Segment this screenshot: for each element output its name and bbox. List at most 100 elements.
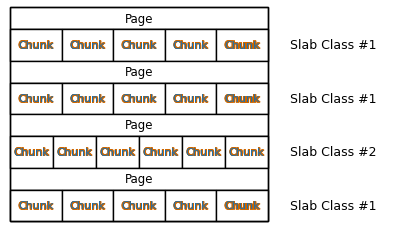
Text: Chunk: Chunk bbox=[69, 41, 104, 51]
Text: Chunk: Chunk bbox=[172, 40, 207, 50]
Text: Chunk: Chunk bbox=[173, 41, 209, 51]
Text: Chunk: Chunk bbox=[120, 200, 156, 210]
Text: Chunk: Chunk bbox=[70, 200, 106, 210]
Text: Chunk: Chunk bbox=[228, 148, 263, 158]
Text: Page: Page bbox=[124, 66, 153, 79]
Text: Chunk: Chunk bbox=[224, 200, 259, 210]
Text: Chunk: Chunk bbox=[223, 93, 259, 103]
Bar bbox=[10, 190, 62, 221]
Text: Chunk: Chunk bbox=[19, 41, 54, 51]
Text: Chunk: Chunk bbox=[57, 146, 92, 156]
Text: Chunk: Chunk bbox=[120, 94, 156, 104]
Text: Chunk: Chunk bbox=[69, 40, 104, 50]
Text: Chunk: Chunk bbox=[224, 41, 259, 51]
Text: Chunk: Chunk bbox=[69, 200, 104, 210]
Text: Chunk: Chunk bbox=[228, 146, 263, 156]
Text: Chunk: Chunk bbox=[69, 201, 104, 211]
Text: Chunk: Chunk bbox=[121, 93, 156, 103]
Text: Chunk: Chunk bbox=[224, 94, 260, 104]
Bar bbox=[216, 30, 267, 61]
Text: Chunk: Chunk bbox=[122, 200, 157, 210]
Text: Chunk: Chunk bbox=[69, 200, 104, 210]
Text: Chunk: Chunk bbox=[172, 41, 207, 51]
Text: Chunk: Chunk bbox=[173, 94, 209, 104]
Bar bbox=[164, 30, 216, 61]
Text: Chunk: Chunk bbox=[122, 41, 157, 51]
Text: Chunk: Chunk bbox=[120, 93, 156, 103]
Bar bbox=[113, 190, 164, 221]
Text: Chunk: Chunk bbox=[120, 200, 156, 210]
Text: Chunk: Chunk bbox=[17, 41, 53, 51]
Text: Chunk: Chunk bbox=[14, 148, 50, 158]
Bar bbox=[62, 190, 113, 221]
Text: Chunk: Chunk bbox=[185, 148, 221, 158]
Text: Chunk: Chunk bbox=[18, 200, 53, 210]
Text: Chunk: Chunk bbox=[69, 41, 104, 51]
Text: Chunk: Chunk bbox=[70, 94, 106, 104]
Text: Page: Page bbox=[124, 12, 153, 25]
Text: Chunk: Chunk bbox=[69, 41, 105, 51]
Text: Chunk: Chunk bbox=[185, 146, 221, 156]
Text: Chunk: Chunk bbox=[70, 94, 106, 104]
Text: Chunk: Chunk bbox=[224, 94, 260, 104]
Text: Chunk: Chunk bbox=[57, 148, 93, 158]
Text: Chunk: Chunk bbox=[185, 147, 220, 157]
Text: Chunk: Chunk bbox=[172, 41, 207, 51]
Text: Chunk: Chunk bbox=[120, 41, 156, 51]
Text: Chunk: Chunk bbox=[185, 148, 220, 158]
Text: Chunk: Chunk bbox=[224, 41, 260, 51]
Bar bbox=[10, 30, 267, 61]
Text: Chunk: Chunk bbox=[57, 147, 92, 157]
Text: Chunk: Chunk bbox=[14, 146, 49, 156]
Bar bbox=[139, 137, 181, 168]
Text: Chunk: Chunk bbox=[143, 148, 179, 158]
Bar bbox=[10, 8, 267, 30]
Text: Chunk: Chunk bbox=[120, 201, 156, 211]
Text: Chunk: Chunk bbox=[142, 146, 178, 156]
Text: Chunk: Chunk bbox=[121, 41, 156, 51]
Text: Chunk: Chunk bbox=[172, 200, 207, 210]
Text: Chunk: Chunk bbox=[224, 200, 259, 210]
Bar bbox=[216, 190, 267, 221]
Text: Chunk: Chunk bbox=[173, 93, 208, 103]
Text: Chunk: Chunk bbox=[18, 40, 53, 50]
Text: Chunk: Chunk bbox=[120, 40, 156, 50]
Text: Chunk: Chunk bbox=[120, 41, 156, 51]
Text: Chunk: Chunk bbox=[224, 94, 259, 104]
Text: Chunk: Chunk bbox=[17, 200, 53, 210]
Text: Chunk: Chunk bbox=[70, 201, 106, 211]
Text: Chunk: Chunk bbox=[69, 40, 105, 50]
Text: Chunk: Chunk bbox=[100, 146, 136, 156]
Text: Chunk: Chunk bbox=[69, 94, 104, 104]
Text: Chunk: Chunk bbox=[17, 200, 53, 210]
Text: Chunk: Chunk bbox=[224, 200, 260, 210]
Text: Chunk: Chunk bbox=[229, 146, 264, 156]
Text: Chunk: Chunk bbox=[121, 201, 156, 211]
Text: Chunk: Chunk bbox=[186, 146, 222, 156]
Bar bbox=[113, 30, 164, 61]
Text: Chunk: Chunk bbox=[13, 147, 49, 157]
Text: Chunk: Chunk bbox=[224, 201, 260, 211]
Text: Chunk: Chunk bbox=[228, 147, 263, 157]
Bar bbox=[10, 137, 267, 168]
Text: Chunk: Chunk bbox=[99, 147, 134, 157]
Text: Chunk: Chunk bbox=[142, 148, 177, 158]
Text: Chunk: Chunk bbox=[69, 200, 105, 210]
Text: Chunk: Chunk bbox=[223, 200, 259, 210]
Text: Chunk: Chunk bbox=[14, 148, 49, 158]
Text: Chunk: Chunk bbox=[57, 148, 92, 158]
Text: Chunk: Chunk bbox=[173, 94, 209, 104]
Bar bbox=[10, 83, 267, 115]
Text: Chunk: Chunk bbox=[224, 93, 259, 103]
Text: Chunk: Chunk bbox=[18, 41, 53, 51]
Bar bbox=[53, 137, 96, 168]
Text: Chunk: Chunk bbox=[172, 94, 207, 104]
Text: Chunk: Chunk bbox=[172, 200, 207, 210]
Text: Chunk: Chunk bbox=[19, 40, 54, 50]
Text: Chunk: Chunk bbox=[228, 147, 264, 157]
Text: Chunk: Chunk bbox=[70, 41, 106, 51]
Text: Chunk: Chunk bbox=[121, 94, 156, 104]
Text: Chunk: Chunk bbox=[100, 148, 135, 158]
Text: Chunk: Chunk bbox=[185, 147, 221, 157]
Text: Chunk: Chunk bbox=[17, 94, 53, 104]
